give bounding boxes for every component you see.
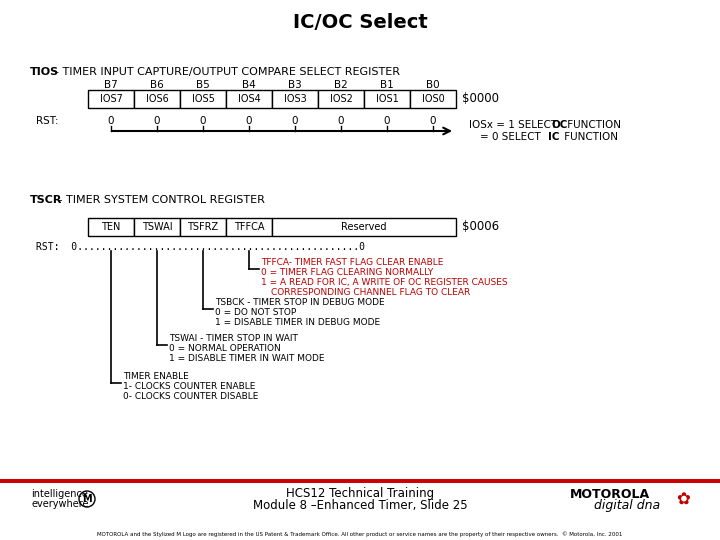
Text: TSWAI - TIMER STOP IN WAIT: TSWAI - TIMER STOP IN WAIT: [169, 334, 298, 343]
Text: $0000: $0000: [462, 92, 499, 105]
Text: IOS7: IOS7: [99, 94, 122, 104]
Text: B0: B0: [426, 80, 440, 90]
Text: IOS5: IOS5: [192, 94, 215, 104]
Bar: [88, 218, 134, 236]
Bar: [0, 479, 720, 483]
Text: TSBCK - TIMER STOP IN DEBUG MODE: TSBCK - TIMER STOP IN DEBUG MODE: [215, 298, 384, 307]
Text: TIMER ENABLE: TIMER ENABLE: [123, 372, 189, 381]
Text: = 0 SELECT: = 0 SELECT: [480, 132, 544, 142]
Text: TEN: TEN: [102, 222, 121, 232]
Text: 1- CLOCKS COUNTER ENABLE: 1- CLOCKS COUNTER ENABLE: [123, 382, 256, 391]
Bar: [364, 90, 410, 108]
Text: 0 = NORMAL OPERATION: 0 = NORMAL OPERATION: [169, 344, 281, 353]
Text: CORRESPONDING CHANNEL FLAG TO CLEAR: CORRESPONDING CHANNEL FLAG TO CLEAR: [271, 288, 470, 297]
Bar: [226, 90, 272, 108]
Text: OC: OC: [551, 120, 567, 130]
Text: B7: B7: [104, 80, 118, 90]
Bar: [88, 90, 134, 108]
Bar: [318, 90, 364, 108]
Text: digital dna: digital dna: [594, 500, 660, 512]
Text: B5: B5: [196, 80, 210, 90]
Text: TSFRZ: TSFRZ: [187, 222, 219, 232]
Bar: [226, 218, 272, 236]
Text: IOS3: IOS3: [284, 94, 307, 104]
Text: TSCR: TSCR: [30, 195, 63, 205]
Bar: [134, 218, 180, 236]
Bar: [180, 218, 226, 236]
Text: TFFCA- TIMER FAST FLAG CLEAR ENABLE: TFFCA- TIMER FAST FLAG CLEAR ENABLE: [261, 258, 444, 267]
Text: MOTOROLA: MOTOROLA: [570, 488, 650, 501]
Text: 0: 0: [199, 116, 206, 126]
Text: 0: 0: [108, 116, 114, 126]
Text: everywhere: everywhere: [31, 499, 89, 509]
Text: B3: B3: [288, 80, 302, 90]
Bar: [134, 90, 180, 108]
Text: 0: 0: [292, 116, 298, 126]
Text: TFFCA: TFFCA: [234, 222, 264, 232]
Text: IC/OC Select: IC/OC Select: [292, 12, 428, 31]
Text: 0: 0: [246, 116, 252, 126]
Text: - TIMER INPUT CAPTURE/OUTPUT COMPARE SELECT REGISTER: - TIMER INPUT CAPTURE/OUTPUT COMPARE SEL…: [55, 67, 400, 77]
Text: 0 = DO NOT STOP: 0 = DO NOT STOP: [215, 308, 296, 317]
Text: 1 = A READ FOR IC, A WRITE OF OC REGISTER CAUSES: 1 = A READ FOR IC, A WRITE OF OC REGISTE…: [261, 278, 508, 287]
Text: 0: 0: [430, 116, 436, 126]
Bar: [410, 90, 456, 108]
Text: Module 8 –Enhanced Timer, Slide 25: Module 8 –Enhanced Timer, Slide 25: [253, 498, 467, 511]
Text: IOS6: IOS6: [145, 94, 168, 104]
Text: RST:: RST:: [36, 116, 58, 126]
Text: 0- CLOCKS COUNTER DISABLE: 0- CLOCKS COUNTER DISABLE: [123, 392, 258, 401]
Text: 0 = TIMER FLAG CLEARING NORMALLY: 0 = TIMER FLAG CLEARING NORMALLY: [261, 268, 433, 277]
Text: B6: B6: [150, 80, 164, 90]
Text: ✿: ✿: [676, 491, 690, 509]
Text: B4: B4: [242, 80, 256, 90]
Text: RST:  0................................................0: RST: 0..................................…: [36, 242, 365, 252]
Text: 0: 0: [338, 116, 344, 126]
Text: IOS2: IOS2: [330, 94, 352, 104]
Text: 0: 0: [154, 116, 161, 126]
Text: 1 = DISABLE TIMER IN DEBUG MODE: 1 = DISABLE TIMER IN DEBUG MODE: [215, 318, 380, 327]
Bar: [272, 90, 318, 108]
Text: FUNCTION: FUNCTION: [561, 132, 618, 142]
Text: $0006: $0006: [462, 220, 499, 233]
Text: IOSx = 1 SELECT: IOSx = 1 SELECT: [469, 120, 560, 130]
Text: TSWAI: TSWAI: [142, 222, 172, 232]
Text: B2: B2: [334, 80, 348, 90]
Text: 0: 0: [384, 116, 390, 126]
Text: HCS12 Technical Training: HCS12 Technical Training: [286, 488, 434, 501]
Text: 1 = DISABLE TIMER IN WAIT MODE: 1 = DISABLE TIMER IN WAIT MODE: [169, 354, 325, 363]
Bar: [180, 90, 226, 108]
Text: IC: IC: [548, 132, 559, 142]
Text: TIOS: TIOS: [30, 67, 59, 77]
Text: IOS4: IOS4: [238, 94, 261, 104]
Text: intelligence: intelligence: [32, 489, 89, 499]
Text: B1: B1: [380, 80, 394, 90]
Bar: [272, 218, 456, 236]
Text: Reserved: Reserved: [341, 222, 387, 232]
Text: - TIMER SYSTEM CONTROL REGISTER: - TIMER SYSTEM CONTROL REGISTER: [55, 195, 265, 205]
Text: MOTOROLA and the Stylized M Logo are registered in the US Patent & Trademark Off: MOTOROLA and the Stylized M Logo are reg…: [97, 531, 623, 537]
Text: M: M: [82, 494, 92, 504]
Text: IOS0: IOS0: [422, 94, 444, 104]
Text: FUNCTION: FUNCTION: [564, 120, 621, 130]
Text: IOS1: IOS1: [376, 94, 398, 104]
